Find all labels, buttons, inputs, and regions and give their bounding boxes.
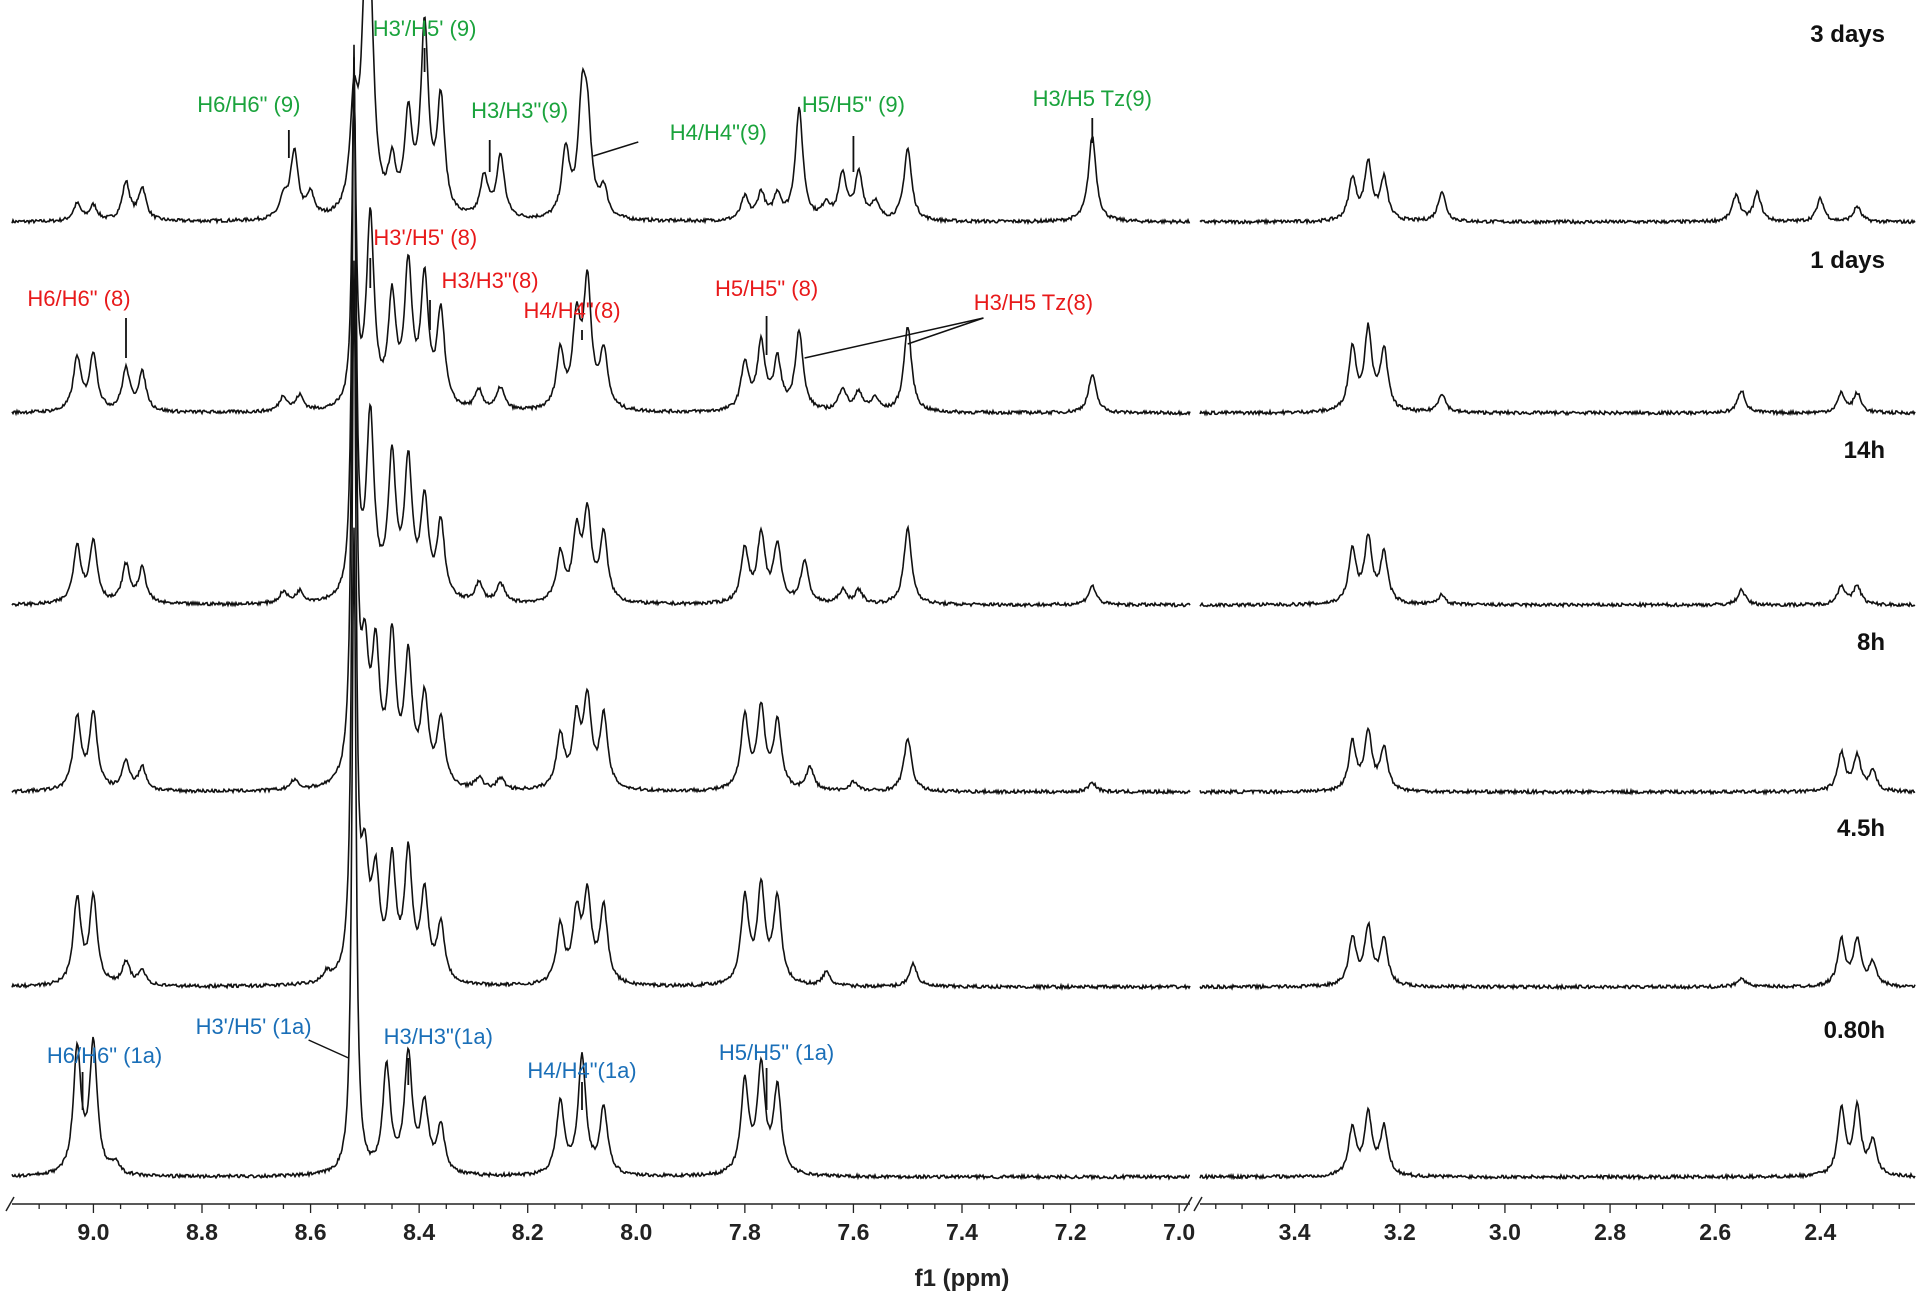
series-time-label: 4.5h	[1837, 815, 1885, 842]
peak-annotation: H3/H3"(1a)	[384, 1024, 493, 1085]
peak-leader-line	[804, 317, 984, 359]
series-time-label: 3 days	[1810, 21, 1885, 48]
peak-annotation: H5/H5" (9)	[802, 92, 905, 172]
peak-annotations: H3'/H5' (9) H6/H6" (9) H3/H3"(9) H4/H4"(9) H…	[27, 16, 1152, 1110]
peak-label: H3/H3"(1a)	[384, 1024, 493, 1049]
peak-annotation: H3/H5 Tz(8)	[804, 290, 1093, 359]
x-tick-label: 3.2	[1384, 1219, 1416, 1245]
peak-annotation: H3/H3"(8)	[429, 268, 539, 330]
peak-annotation: H3'/H5' (9)	[373, 16, 477, 72]
spectrum-trace	[1199, 920, 1916, 991]
x-tick-label: 7.6	[837, 1219, 869, 1245]
spectrum-trace	[11, 260, 1191, 991]
peak-annotation: H3'/H5' (8)	[369, 225, 477, 288]
x-tick-label: 2.6	[1699, 1219, 1731, 1245]
axis-break-mark	[1193, 1196, 1203, 1212]
peak-label: H4/H4"(9)	[670, 120, 767, 145]
spectrum-trace	[11, 44, 1191, 796]
peak-label: H3/H3"(9)	[471, 98, 568, 123]
peak-label: H3'/H5' (9)	[373, 16, 477, 41]
peak-label: H6/H6" (8)	[27, 286, 130, 311]
x-tick-label: 7.8	[729, 1219, 761, 1245]
spectrum-8h: 8h	[11, 44, 1916, 796]
x-tick-label: 3.0	[1489, 1219, 1521, 1245]
x-tick-label: 3.4	[1279, 1219, 1311, 1245]
series-time-label: 1 days	[1810, 247, 1885, 274]
spectrum-14h: 14h	[11, 57, 1916, 609]
spectrum-trace	[1199, 1098, 1916, 1181]
peak-label: H3/H3"(8)	[441, 268, 538, 293]
axis-break-mark	[1183, 1196, 1193, 1212]
peak-label: H4/H4"(1a)	[527, 1058, 636, 1083]
peak-label: H5/H5" (1a)	[719, 1040, 834, 1065]
peak-label: H3/H5 Tz(9)	[1033, 86, 1152, 111]
peak-label: H3'/H5' (8)	[373, 225, 477, 250]
peak-annotation: H5/H5" (1a)	[719, 1040, 834, 1110]
peak-label: H3/H5 Tz(8)	[974, 290, 1093, 315]
peak-label: H6/H6" (9)	[197, 92, 300, 117]
x-axis-title: f1 (ppm)	[915, 1265, 1010, 1292]
peak-label: H3'/H5' (1a)	[196, 1014, 312, 1039]
peak-leader-line	[907, 317, 984, 345]
x-tick-label: 7.4	[946, 1219, 978, 1245]
peak-annotation: H6/H6" (8)	[27, 286, 131, 358]
x-axis: 9.0 8.8 8.6 8.4 8.2 8.0 7.8 7.6 7.4 7.2 7.0 3.4 3.2 3…	[5, 1196, 1915, 1245]
peak-annotation: H3'/H5' (1a)	[196, 1014, 349, 1059]
peak-label: H5/H5" (8)	[715, 276, 818, 301]
spectrum-trace	[1199, 533, 1916, 609]
x-tick-label: 9.0	[77, 1219, 109, 1245]
series-time-label: 14h	[1844, 437, 1885, 464]
peak-annotation: H6/H6" (1a)	[47, 1043, 162, 1110]
peak-annotation: H3/H5 Tz(9)	[1033, 86, 1152, 143]
series-time-label: 8h	[1857, 629, 1885, 656]
peak-annotation: H5/H5" (8)	[715, 276, 818, 355]
peak-leader-line	[593, 141, 639, 157]
x-tick-label: 8.0	[620, 1219, 652, 1245]
spectra-layer: 3 days 1 days 14h 8h 4.5h 0.80h	[11, 0, 1916, 1181]
peak-annotation: H6/H6" (9)	[197, 92, 300, 158]
peak-label: H5/H5" (9)	[802, 92, 905, 117]
x-tick-label: 7.0	[1163, 1219, 1195, 1245]
peak-leader-line	[308, 1039, 349, 1059]
spectrum-trace	[1199, 322, 1916, 417]
spectrum-trace	[1199, 158, 1916, 226]
axis-break-mark	[5, 1196, 15, 1212]
spectrum-4.5h: 4.5h	[11, 260, 1916, 991]
spectrum-trace	[11, 81, 1191, 417]
peak-annotation: H4/H4"(9)	[593, 120, 767, 157]
x-tick-label: 8.2	[512, 1219, 544, 1245]
peak-label: H6/H6" (1a)	[47, 1043, 162, 1068]
peak-annotation: H4/H4"(8)	[523, 298, 621, 340]
x-tick-label: 8.8	[186, 1219, 218, 1245]
spectrum-trace	[11, 527, 1191, 1181]
peak-annotation: H3/H3"(9)	[471, 98, 568, 172]
series-time-label: 0.80h	[1824, 1017, 1885, 1044]
spectrum-0.80h: 0.80h	[11, 527, 1916, 1181]
spectrum-1-days: 1 days	[11, 81, 1916, 417]
spectrum-trace	[1199, 726, 1916, 796]
peak-label: H4/H4"(8)	[523, 298, 620, 323]
spectrum-trace	[11, 0, 1191, 226]
x-tick-label: 8.6	[295, 1219, 327, 1245]
peak-annotation: H4/H4"(1a)	[527, 1058, 637, 1110]
spectrum-3-days: 3 days	[11, 0, 1916, 226]
spectrum-trace	[11, 57, 1191, 609]
x-tick-label: 8.4	[403, 1219, 435, 1245]
x-tick-label: 7.2	[1055, 1219, 1087, 1245]
x-tick-label: 2.4	[1804, 1219, 1836, 1245]
x-tick-label: 2.8	[1594, 1219, 1626, 1245]
